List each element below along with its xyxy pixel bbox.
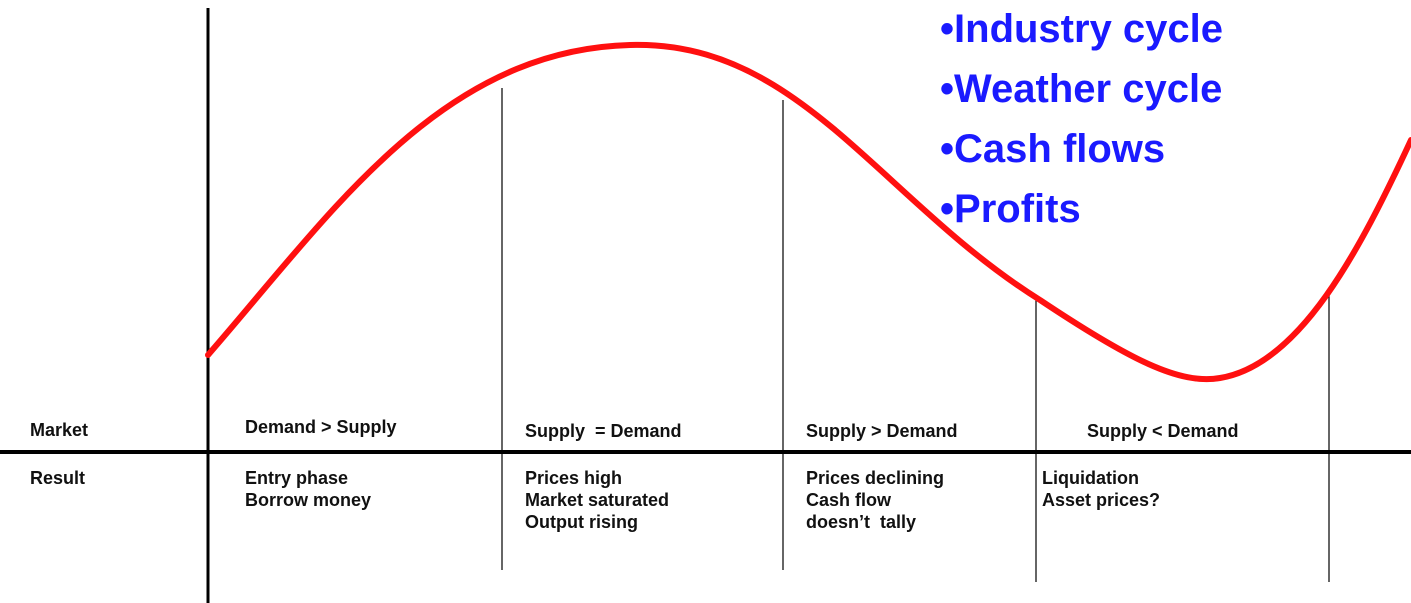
market-condition: Demand > Supply [245,417,397,437]
cycle-curve [205,41,1411,383]
result-line: doesn’t tally [806,512,916,532]
result-line: Prices high [525,468,622,488]
result-line: Output rising [525,512,638,532]
bullet-text: Weather cycle [954,67,1222,111]
bullet: •Weather cycle [940,67,1222,111]
result-line: Market saturated [525,490,669,510]
bullet-text: Profits [954,187,1081,231]
result-line: Prices declining [806,468,944,488]
market-condition: Supply < Demand [1087,421,1239,441]
bullet-text: Industry cycle [954,7,1223,51]
bullet-text: Cash flows [954,127,1165,171]
bullet: •Profits [940,187,1081,231]
market-condition: Supply > Demand [806,421,958,441]
result-line: Cash flow [806,490,892,510]
bullet-list: •Industry cycle •Weather cycle •Cash flo… [940,7,1223,231]
row-label: Result [30,468,85,488]
market-condition: Supply = Demand [525,421,682,441]
result-line: Borrow money [245,490,371,510]
row-label: Market [30,420,88,440]
bullet: •Cash flows [940,127,1165,171]
result-line: Liquidation [1042,468,1139,488]
bullet: •Industry cycle [940,7,1223,51]
result-line: Asset prices? [1042,490,1160,510]
result-line: Entry phase [245,468,348,488]
